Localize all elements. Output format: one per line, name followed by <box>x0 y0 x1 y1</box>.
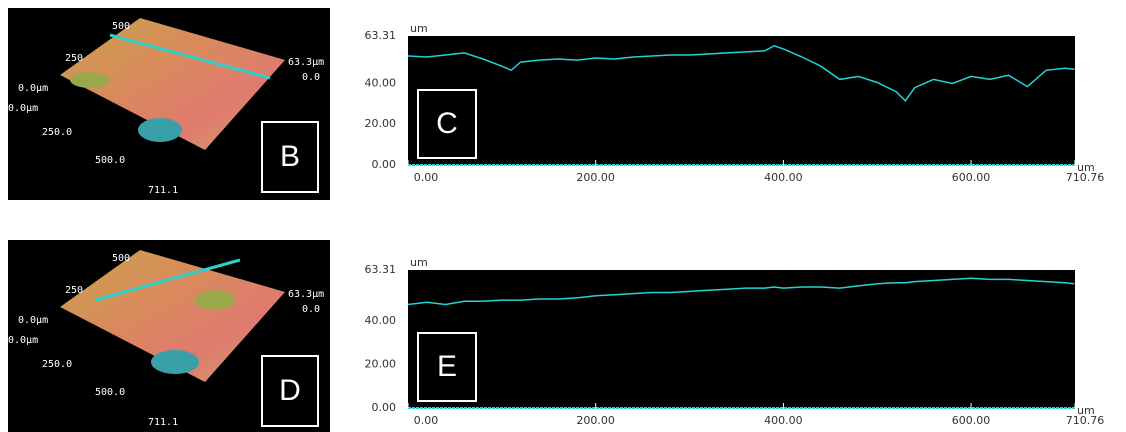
y-tick-label: 20.00 <box>365 357 397 370</box>
surface-panel: 500 250 0.0μm 0.0μm 250.0 500.0 711.1 63… <box>8 240 330 432</box>
panel-label: E <box>437 350 457 383</box>
label-box <box>261 121 319 193</box>
plot-area <box>408 270 1075 408</box>
axis-text: 711.1 <box>148 185 178 196</box>
surface <box>60 18 285 150</box>
x-tick-label: 0.00 <box>414 171 439 184</box>
x-tick-label: 400.00 <box>764 171 803 184</box>
panel-label: C <box>436 107 458 140</box>
profile-line <box>407 44 1075 102</box>
surface <box>60 250 285 382</box>
x-tick-label: 710.76 <box>1066 171 1105 184</box>
x-tick-label: 600.00 <box>952 414 991 427</box>
y-axis-unit: um <box>410 256 428 269</box>
profile-charts: 0.00 20.00 40.00 63.31 0.00 200.00 400.00 600.0… <box>365 22 1105 427</box>
y-tick-label: 63.31 <box>365 263 397 276</box>
axis-text: 250.0 <box>42 127 72 138</box>
axis-text: 0.0μm <box>18 83 48 94</box>
axis-text: 500.0 <box>95 387 125 398</box>
surface-feature <box>151 350 199 374</box>
axis-text: 250 <box>65 53 83 64</box>
plot-area <box>408 36 1075 165</box>
profile-line <box>109 33 271 80</box>
axis-text: 0.0μm <box>18 315 48 326</box>
y-tick-label: 40.00 <box>365 314 397 327</box>
axis-text: 0.0μm <box>8 335 38 346</box>
x-tick-label: 400.00 <box>764 414 803 427</box>
axis-text: 250 <box>65 285 83 296</box>
x-tick-label: 600.00 <box>952 171 991 184</box>
x-tick-label: 200.00 <box>576 171 615 184</box>
y-tick-label: 63.31 <box>365 29 397 42</box>
axis-text: 500.0 <box>95 155 125 166</box>
profile-line <box>94 258 241 302</box>
y-tick-label: 40.00 <box>365 76 397 89</box>
axis-text: 63.3μm <box>288 57 324 68</box>
y-tick-label: 0.00 <box>372 401 397 414</box>
y-axis-unit: um <box>410 22 428 35</box>
y-tick-label: 0.00 <box>372 158 397 171</box>
surface-feature <box>195 290 235 310</box>
axis-text: 0.0μm <box>8 103 38 114</box>
label-box <box>417 89 477 159</box>
x-axis-unit: um <box>1077 404 1095 417</box>
x-tick-label: 710.76 <box>1066 414 1105 427</box>
axis-text: 500 <box>112 21 130 32</box>
axis-text: 63.3μm <box>288 289 324 300</box>
surface-feature <box>70 72 110 88</box>
y-tick-label: 20.00 <box>365 117 397 130</box>
axis-text: 250.0 <box>42 359 72 370</box>
surface-feature <box>138 118 182 142</box>
label-box <box>261 355 319 427</box>
axis-text: 0.0 <box>302 72 320 83</box>
axis-text: 500 <box>112 253 130 264</box>
x-tick-label: 200.00 <box>576 414 615 427</box>
panel-label: B <box>280 140 300 173</box>
surface-panel: 500 250 0.0μm 0.0μm 250.0 500.0 711.1 63… <box>8 8 330 200</box>
x-axis-unit: um <box>1077 161 1095 174</box>
axis-text: 0.0 <box>302 304 320 315</box>
panel-label: D <box>279 374 301 407</box>
x-tick-label: 0.00 <box>414 414 439 427</box>
label-box <box>417 332 477 402</box>
axis-text: 711.1 <box>148 417 178 428</box>
profile-line <box>407 277 1075 306</box>
